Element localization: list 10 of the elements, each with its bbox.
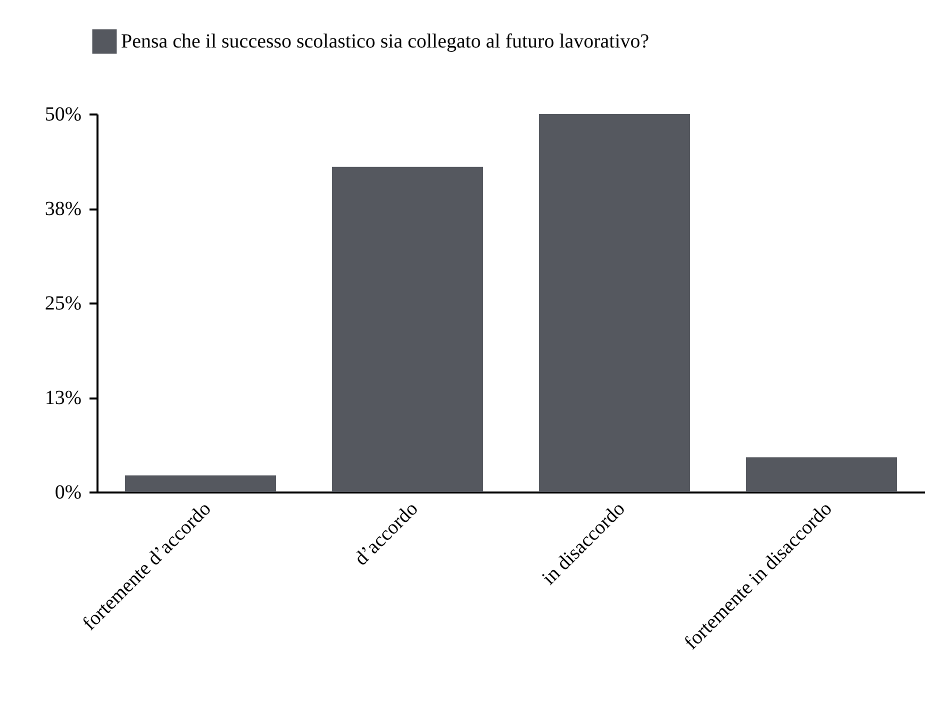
bar [332, 166, 484, 492]
y-tick-label: 25% [44, 292, 82, 314]
bar [124, 475, 276, 492]
legend-label: Pensa che il successo scolastico sia collegato al futuro lavorativo? [121, 30, 650, 52]
bar [746, 457, 898, 492]
y-tick-label: 0% [54, 482, 82, 504]
y-tick-label: 50% [44, 104, 82, 126]
y-tick-label: 38% [44, 198, 82, 220]
y-tick-label: 13% [44, 387, 82, 409]
bar [538, 114, 690, 492]
